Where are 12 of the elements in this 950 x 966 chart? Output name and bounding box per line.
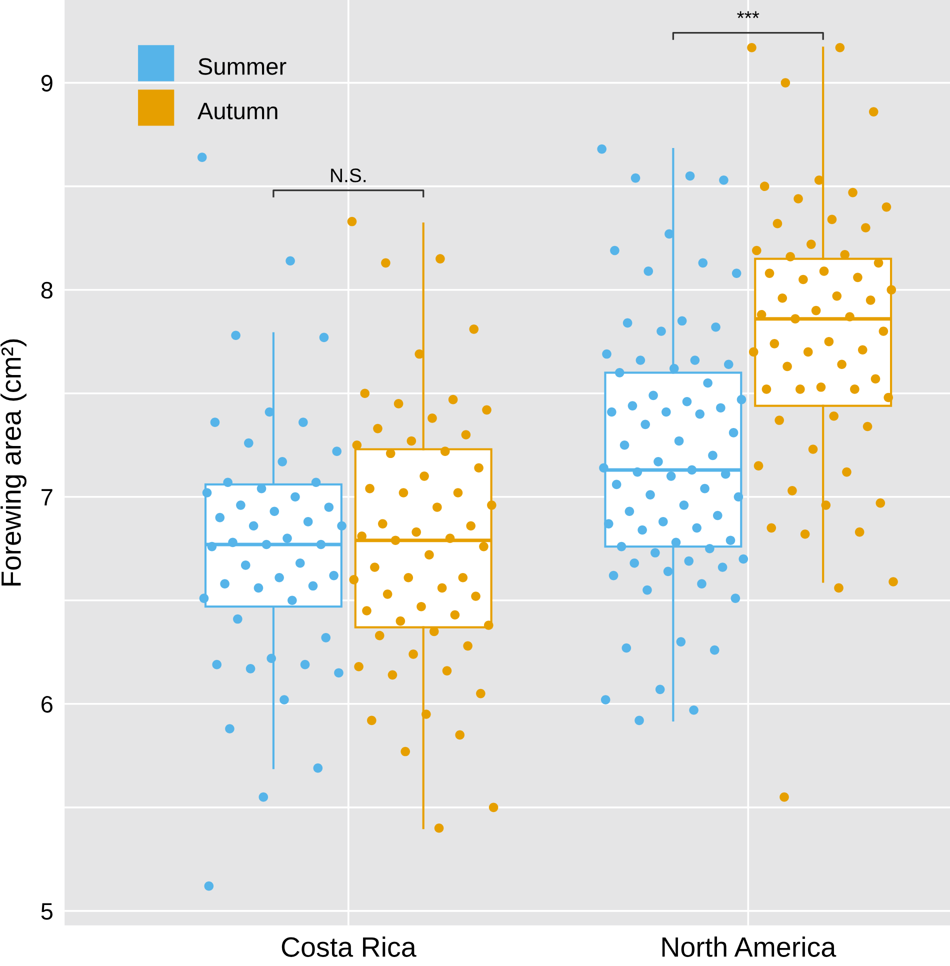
x-tick-label: Costa Rica — [282, 936, 416, 957]
y-tick-label: 7 — [42, 489, 52, 506]
annotation: *** — [737, 11, 760, 18]
legend-label: Autumn — [197, 102, 278, 120]
y-tick-label: 5 — [41, 903, 52, 920]
y-axis-title: Forewing area (cm²) — [0, 339, 26, 586]
annotation: N.S. — [331, 168, 366, 182]
legend-label: Summer — [198, 58, 286, 75]
x-tick-label: North America — [662, 936, 836, 957]
y-tick-label: 8 — [41, 282, 52, 299]
y-tick-label: 6 — [42, 696, 52, 713]
y-tick-label: 9 — [41, 74, 52, 92]
